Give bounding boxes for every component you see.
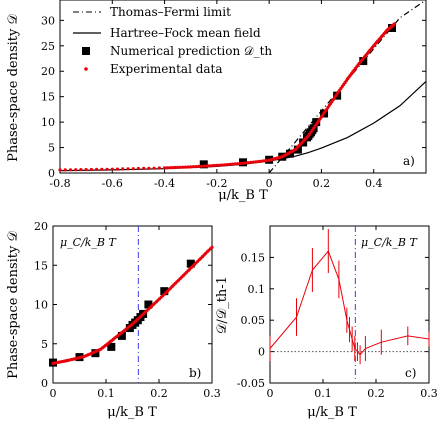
- y-tick-label: 5: [48, 142, 55, 155]
- y-tick-label: 10: [34, 299, 48, 312]
- experimental-point: [90, 168, 93, 171]
- experimental-point: [74, 168, 77, 171]
- experimental-point: [58, 168, 61, 171]
- legend-swatch-numerical: [82, 47, 90, 55]
- x-tick-label: 0.2: [313, 177, 331, 190]
- legend-label-hartree-fock: Hartree–Fock mean field: [110, 26, 261, 40]
- y-tick-label: 20: [34, 220, 48, 233]
- experimental-point: [64, 168, 67, 171]
- y-tick-label: 0: [41, 377, 48, 390]
- y-tick-label: 30: [41, 14, 55, 27]
- y-tick-label: 0.05: [241, 314, 266, 327]
- x-tick-label: -0.4: [154, 177, 175, 190]
- panel-b-tag: b): [189, 366, 201, 380]
- legend-swatch-experimental: [84, 67, 88, 71]
- x-tick-label: 0.3: [203, 387, 221, 400]
- x-tick-label: 0.2: [367, 387, 385, 400]
- panel-c-xlabel: μ/k_B T: [307, 405, 357, 420]
- panel-c-series: [270, 226, 429, 383]
- legend: Thomas–Fermi limit Hartree–Fock mean fie…: [73, 5, 272, 76]
- experimental-point: [132, 167, 135, 170]
- experimental-point: [249, 161, 252, 164]
- y-tick-label: 15: [41, 91, 55, 104]
- experimental-point: [100, 168, 103, 171]
- y-tick-label: 5: [41, 338, 48, 351]
- y-tick-label: 20: [41, 65, 55, 78]
- experimental-point: [121, 167, 124, 170]
- experimental-point: [210, 246, 213, 249]
- x-tick-label: 0.1: [314, 387, 332, 400]
- x-tick-label: 0.3: [420, 387, 437, 400]
- experimental-point: [137, 167, 140, 170]
- panel-c-y-ticks: -0.05 0 0.05 0.1 0.15: [237, 251, 429, 390]
- panel-b-series: [49, 226, 214, 383]
- y-tick-label: 25: [41, 40, 55, 53]
- panel-b-mu-annotation: μ_C/k_B T: [60, 236, 118, 249]
- y-tick-label: 0.15: [241, 251, 266, 264]
- experimental-point: [116, 168, 119, 171]
- experimental-point: [393, 22, 396, 25]
- panel-b: 0 0.1 0.2 0.3 0 5 10 15 20 μ_C/k_B T b) μ/k_B T…: [6, 220, 221, 420]
- x-tick-label: 0.4: [365, 177, 383, 190]
- y-tick-label: 0: [48, 167, 55, 180]
- series-line: [269, 0, 426, 173]
- panel-a-tag: a): [403, 154, 415, 168]
- x-tick-label: -0.6: [102, 177, 123, 190]
- experimental-point: [69, 168, 72, 171]
- experimental-point: [147, 167, 150, 170]
- panel-a-xlabel: μ/k_B T: [218, 188, 268, 203]
- experimental-point: [142, 167, 145, 170]
- series-line: [60, 81, 426, 170]
- experimental-point: [153, 167, 156, 170]
- y-tick-label: 15: [34, 259, 48, 272]
- panel-a-ylabel: Phase-space density 𝒟: [6, 13, 21, 161]
- experimental-point: [106, 168, 109, 171]
- x-tick-label: 0.1: [97, 387, 115, 400]
- y-tick-label: -0.05: [237, 377, 265, 390]
- legend-label-experimental: Experimental data: [110, 62, 223, 76]
- x-tick-label: 0: [50, 387, 57, 400]
- panel-c-frame: [270, 226, 429, 383]
- experimental-point: [85, 168, 88, 171]
- experimental-point: [111, 168, 114, 171]
- legend-label-numerical: Numerical prediction 𝒟_th: [110, 44, 272, 58]
- panel-b-ylabel: Phase-space density 𝒟: [6, 230, 21, 378]
- y-tick-label: 10: [41, 116, 55, 129]
- experimental-point: [126, 167, 129, 170]
- panel-b-xlabel: μ/k_B T: [107, 405, 157, 420]
- y-tick-label: 0.1: [248, 283, 266, 296]
- x-tick-label: 0.2: [150, 387, 168, 400]
- legend-label-thomas-fermi: Thomas–Fermi limit: [110, 5, 231, 19]
- panel-c-tag: c): [405, 366, 416, 380]
- x-tick-label: 0: [267, 387, 274, 400]
- experimental-point: [95, 168, 98, 171]
- panel-c-mu-annotation: μ_C/k_B T: [361, 236, 419, 249]
- experimental-point: [79, 168, 82, 171]
- y-tick-label: 0: [258, 346, 265, 359]
- experimental-point: [158, 166, 161, 169]
- panel-c-ylabel: 𝒟/𝒟_th-1: [215, 276, 230, 334]
